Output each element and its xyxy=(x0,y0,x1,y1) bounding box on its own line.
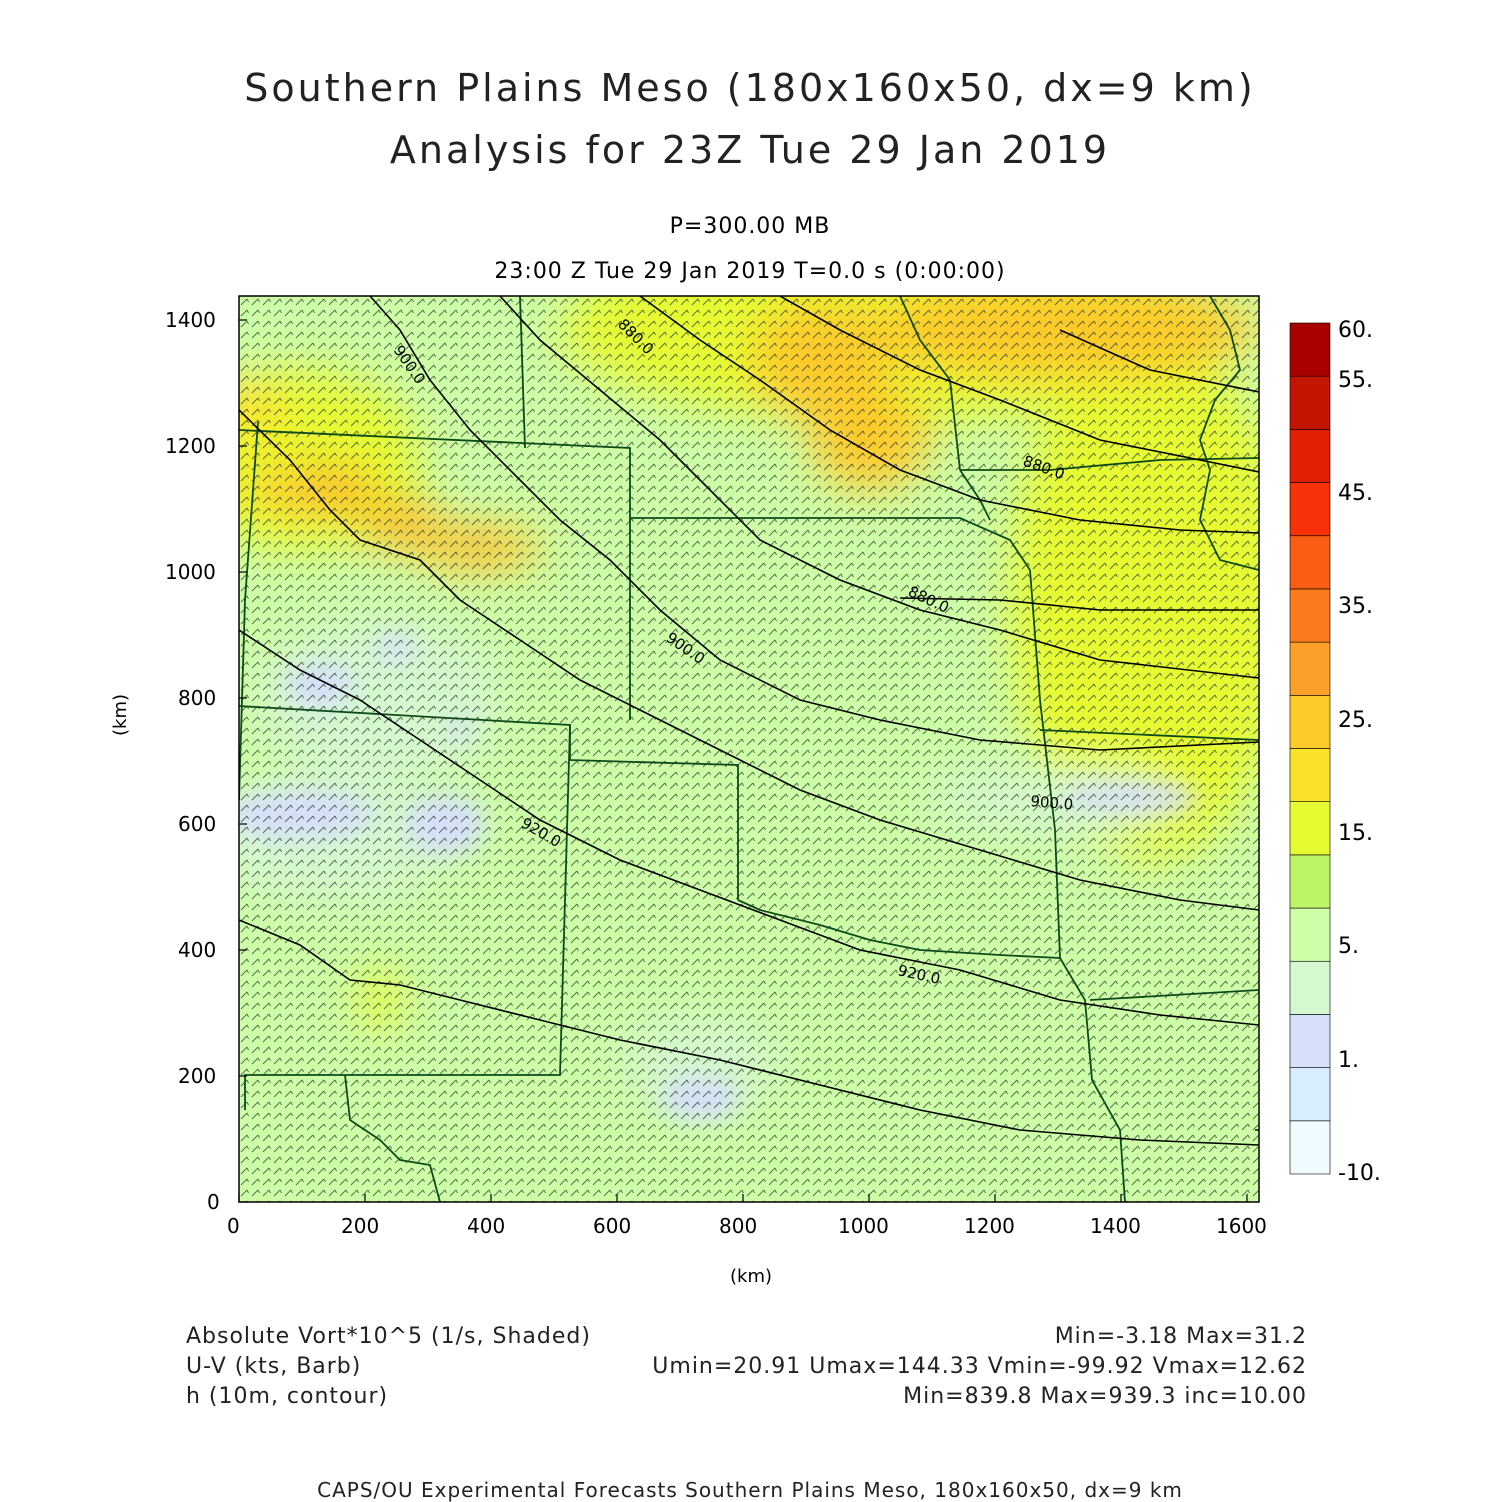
colorbar-swatch xyxy=(1289,801,1331,856)
pressure-level: P=300.00 MB xyxy=(669,214,831,239)
contour-label: 900.0 xyxy=(1030,792,1074,814)
colorbar-label: 55. xyxy=(1338,368,1373,393)
legend-contour-field: h (10m, contour) xyxy=(186,1384,389,1409)
title-line1: Southern Plains Meso (180x160x50, dx=9 k… xyxy=(244,66,1256,110)
y-tick-label: 200 xyxy=(178,1064,217,1088)
colorbar-swatch xyxy=(1289,960,1331,1015)
legend-barb-stats: Umin=20.91 Umax=144.33 Vmin=-99.92 Vmax=… xyxy=(652,1354,1307,1379)
x-tick-label: 1600 xyxy=(1216,1214,1267,1238)
x-tick-label: 600 xyxy=(593,1214,632,1238)
y-tick-label: 600 xyxy=(178,812,217,836)
colorbar-swatch xyxy=(1289,748,1331,802)
y-tick-label: 800 xyxy=(178,686,217,710)
colorbar-swatch xyxy=(1289,322,1331,377)
colorbar-label: 35. xyxy=(1338,594,1373,619)
title-line2: Analysis for 23Z Tue 29 Jan 2019 xyxy=(389,128,1111,172)
tick-marks xyxy=(238,319,1248,1203)
colorbar-swatch xyxy=(1289,429,1331,483)
y-tick-label: 1000 xyxy=(165,560,216,584)
vorticity-shading: 900.0 880.0 880.0 880.0 900.0 920.0 900.… xyxy=(239,296,1259,1202)
x-tick-label: 0 xyxy=(227,1214,240,1238)
colorbar-swatch xyxy=(1289,695,1331,749)
plot-frame xyxy=(238,295,1260,1203)
y-axis-label: (km) xyxy=(110,693,131,736)
colorbar-label: 60. xyxy=(1338,318,1373,343)
colorbar-swatch xyxy=(1289,854,1331,909)
y-tick-label: 0 xyxy=(207,1190,220,1214)
x-tick-label: 200 xyxy=(341,1214,380,1238)
x-tick-label: 400 xyxy=(467,1214,506,1238)
colorbar xyxy=(1289,322,1331,1175)
y-tick-label: 1200 xyxy=(165,434,216,458)
colorbar-label: 5. xyxy=(1338,934,1359,959)
colorbar-label: 25. xyxy=(1338,708,1373,733)
valid-time: 23:00 Z Tue 29 Jan 2019 T=0.0 s (0:00:00… xyxy=(494,259,1006,284)
colorbar-swatch xyxy=(1289,1067,1331,1122)
x-tick-label: 800 xyxy=(719,1214,758,1238)
colorbar-label: -10. xyxy=(1338,1161,1381,1186)
footer-credit: CAPS/OU Experimental Forecasts Southern … xyxy=(317,1478,1183,1502)
colorbar-swatch xyxy=(1289,1120,1331,1175)
colorbar-swatch xyxy=(1289,641,1331,696)
colorbar-swatch xyxy=(1289,1014,1331,1068)
colorbar-label: 15. xyxy=(1338,821,1373,846)
x-tick-label: 1000 xyxy=(838,1214,889,1238)
y-tick-label: 400 xyxy=(178,938,217,962)
colorbar-swatch xyxy=(1289,907,1331,962)
colorbar-label: 45. xyxy=(1338,481,1373,506)
legend-barb-field: U-V (kts, Barb) xyxy=(186,1354,362,1379)
legend-contour-stats: Min=839.8 Max=939.3 inc=10.00 xyxy=(903,1384,1307,1409)
x-tick-label: 1200 xyxy=(964,1214,1015,1238)
colorbar-swatch xyxy=(1289,375,1331,430)
x-axis-label: (km) xyxy=(730,1266,773,1287)
colorbar-swatch xyxy=(1289,588,1331,643)
legend-shaded-stats: Min=-3.18 Max=31.2 xyxy=(1054,1324,1307,1349)
height-contours xyxy=(239,296,1259,1146)
legend-shaded-field: Absolute Vort*10^5 (1/s, Shaded) xyxy=(186,1324,591,1349)
colorbar-swatch xyxy=(1289,535,1331,590)
colorbar-label: 1. xyxy=(1338,1048,1359,1073)
y-tick-label: 1400 xyxy=(165,308,216,332)
x-tick-label: 1400 xyxy=(1090,1214,1141,1238)
colorbar-swatch xyxy=(1289,482,1331,537)
